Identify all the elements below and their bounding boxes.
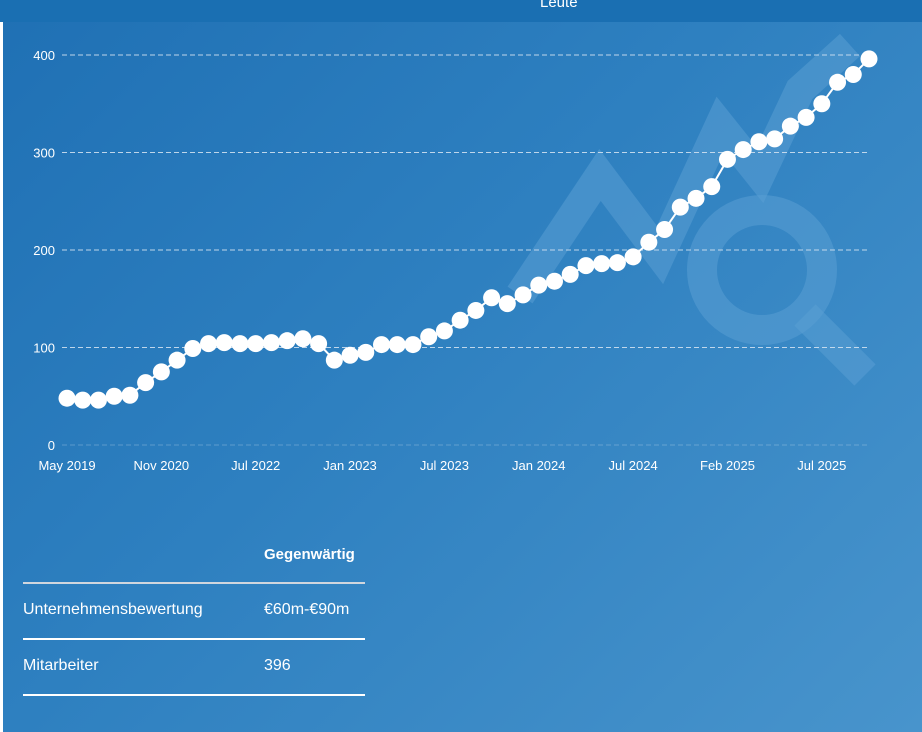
data-point: [105, 387, 123, 405]
data-point: [766, 130, 784, 148]
data-point: [467, 301, 485, 319]
data-point: [388, 336, 406, 354]
data-point: [608, 254, 626, 272]
data-point: [624, 248, 642, 266]
x-tick-label: Jan 2023: [323, 458, 377, 473]
data-point: [483, 289, 501, 307]
data-point: [781, 117, 799, 135]
data-point: [860, 50, 878, 68]
data-point: [247, 335, 265, 353]
row-value: €60m-€90m: [264, 601, 350, 618]
y-tick-label: 0: [48, 438, 55, 453]
data-point: [656, 221, 674, 239]
x-tick-label: Nov 2020: [134, 458, 190, 473]
watermark-logo-icon: [507, 33, 876, 386]
y-tick-label: 200: [33, 243, 55, 258]
data-point: [545, 272, 563, 290]
data-point: [593, 255, 611, 273]
data-point: [278, 332, 296, 350]
data-point: [844, 66, 862, 83]
data-point: [718, 150, 736, 168]
data-point: [797, 108, 815, 126]
data-point: [829, 73, 847, 91]
x-tick-label: Feb 2025: [700, 458, 755, 473]
data-point: [89, 391, 107, 409]
data-point: [215, 334, 233, 352]
x-tick-label: Jul 2024: [609, 458, 658, 473]
table-header: Gegenwärtig: [23, 534, 365, 584]
data-point: [420, 328, 438, 346]
data-point: [74, 391, 92, 409]
x-tick-label: May 2019: [38, 458, 95, 473]
data-point: [514, 286, 532, 304]
data-point: [451, 311, 469, 329]
data-point: [734, 141, 752, 159]
data-point: [325, 351, 343, 369]
data-point: [687, 189, 705, 207]
data-point: [200, 335, 218, 353]
data-point: [813, 95, 831, 113]
data-point: [640, 233, 658, 251]
x-tick-label: Jul 2025: [797, 458, 846, 473]
data-point: [357, 343, 375, 361]
data-point: [294, 330, 312, 348]
data-point: [404, 336, 422, 354]
data-point: [137, 374, 155, 392]
data-point: [498, 295, 516, 313]
panel-edge: [0, 22, 3, 732]
data-point: [577, 257, 595, 275]
top-bar-title: Leute: [540, 0, 578, 11]
data-point: [671, 198, 689, 216]
data-point: [310, 335, 328, 353]
data-point: [168, 351, 186, 369]
summary-table: Gegenwärtig Unternehmensbewertung €60m-€9…: [23, 534, 365, 696]
data-point: [58, 389, 76, 407]
data-point: [262, 334, 280, 352]
column-header-current: Gegenwärtig: [264, 546, 355, 563]
data-point: [561, 265, 579, 283]
data-point: [341, 346, 359, 364]
x-tick-label: Jan 2024: [512, 458, 566, 473]
table-row: Mitarbeiter 396: [23, 640, 365, 696]
row-value: 396: [264, 657, 291, 674]
data-point: [152, 363, 170, 381]
x-tick-label: Jul 2022: [231, 458, 280, 473]
data-point: [184, 339, 202, 357]
employee-chart: 0 100 200 300 400 May 2019 Nov 2020 Jul 2022 Ja…: [33, 33, 878, 473]
data-point: [750, 133, 768, 151]
data-point: [121, 386, 139, 404]
data-point: [530, 276, 548, 294]
y-tick-label: 100: [33, 341, 55, 356]
data-point: [703, 178, 721, 196]
data-point: [435, 322, 453, 340]
data-point: [231, 335, 249, 353]
top-bar: Leute: [0, 0, 922, 22]
y-tick-label: 400: [33, 48, 55, 63]
data-point: [373, 336, 391, 354]
y-tick-label: 300: [33, 146, 55, 161]
row-label: Unternehmensbewertung: [23, 601, 203, 618]
row-label: Mitarbeiter: [23, 657, 99, 674]
x-tick-label: Jul 2023: [420, 458, 469, 473]
table-row: Unternehmensbewertung €60m-€90m: [23, 584, 365, 640]
